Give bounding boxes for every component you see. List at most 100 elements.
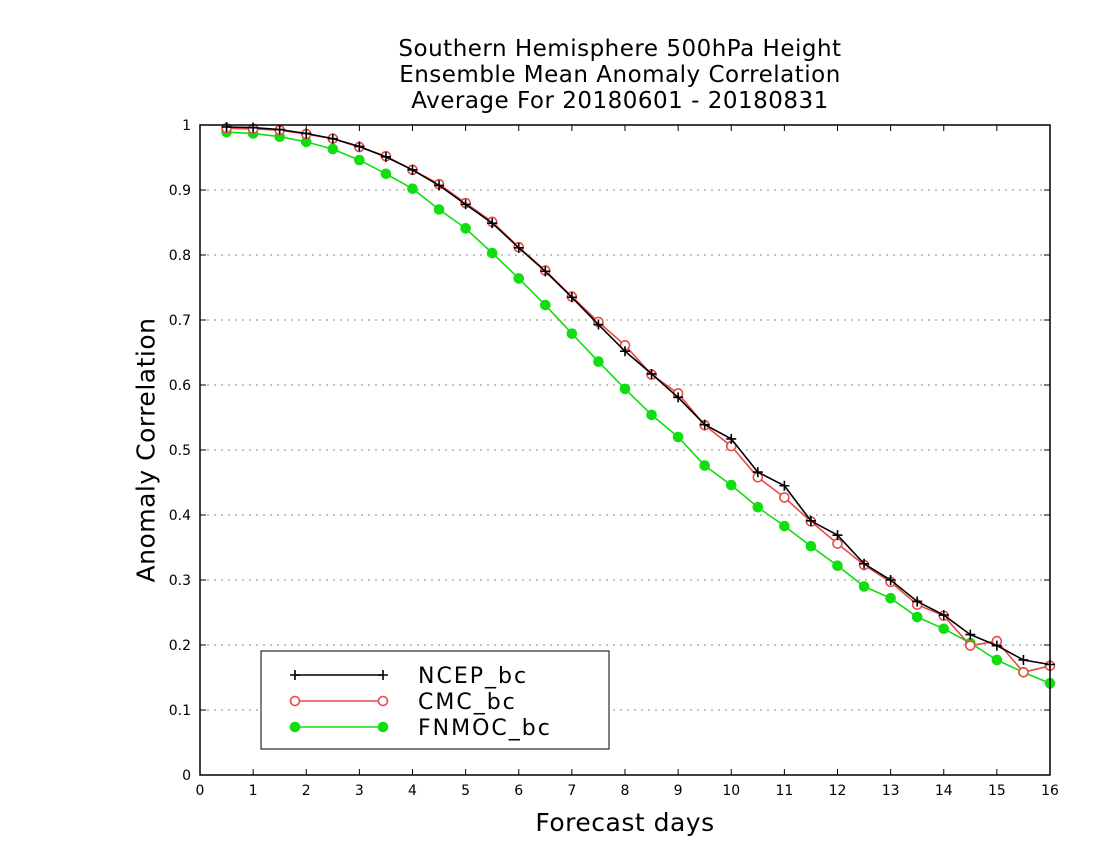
data-point-fnmoc-bc <box>885 592 896 604</box>
data-point-ncep-bc <box>832 530 843 541</box>
x-tick-label: 10 <box>722 783 740 799</box>
data-point-fnmoc-bc <box>513 273 525 284</box>
legend-label-ncep-bc: NCEP_bc <box>418 664 528 689</box>
legend-marker-fnmoc-bc <box>289 721 301 733</box>
data-point-ncep-bc <box>726 433 737 444</box>
data-point-ncep-bc <box>938 610 949 621</box>
x-tick-label: 11 <box>775 783 793 799</box>
x-tick-label: 1 <box>249 783 258 799</box>
grid-lines <box>200 189 1050 711</box>
x-tick-label: 3 <box>355 783 364 799</box>
data-point-ncep-bc <box>274 124 285 135</box>
data-point-fnmoc-bc <box>725 479 737 491</box>
data-point-cmc-bc <box>1018 666 1029 678</box>
data-point-fnmoc-bc <box>646 409 657 421</box>
data-point-ncep-bc <box>620 346 630 357</box>
data-point-ncep-bc <box>460 199 471 210</box>
axis-ticks: 00.10.20.30.40.50.60.70.80.910 1 2 3 4 5 6 7 8 9 1… <box>169 118 1059 799</box>
y-tick-label: 0.8 <box>169 248 191 264</box>
y-tick-label: 0.7 <box>169 313 191 329</box>
data-point-fnmoc-bc <box>832 560 843 572</box>
data-point-ncep-bc <box>752 467 763 478</box>
data-point-ncep-bc <box>779 480 790 491</box>
data-point-fnmoc-bc <box>593 356 604 367</box>
x-tick-label: 5 <box>461 783 470 799</box>
data-point-fnmoc-bc <box>699 460 710 471</box>
x-tick-label: 4 <box>408 783 417 799</box>
x-tick-label: 6 <box>514 783 523 799</box>
chart-series <box>221 121 1056 689</box>
data-point-ncep-bc <box>434 180 445 191</box>
y-tick-label: 0.6 <box>169 378 191 394</box>
data-point-fnmoc-bc <box>752 501 764 513</box>
y-tick-label: 0.5 <box>169 443 191 459</box>
series-line-fnmoc-bc <box>226 131 1051 685</box>
data-point-ncep-bc <box>354 141 365 152</box>
x-tick-label: 13 <box>882 783 900 799</box>
x-tick-label: 16 <box>1041 783 1059 799</box>
legend-marker-ncep-bc <box>378 670 388 680</box>
data-point-fnmoc-bc <box>354 154 365 166</box>
legend-label-cmc-bc: CMC_bc <box>418 690 517 715</box>
data-point-fnmoc-bc <box>619 383 631 395</box>
data-point-fnmoc-bc <box>380 168 392 180</box>
data-point-fnmoc-bc <box>460 223 471 234</box>
data-point-fnmoc-bc <box>433 204 445 215</box>
data-point-ncep-bc <box>885 575 896 585</box>
y-tick-label: 0 <box>182 768 191 784</box>
data-point-fnmoc-bc <box>911 611 923 623</box>
data-point-fnmoc-bc <box>486 247 498 259</box>
data-point-ncep-bc <box>859 558 870 569</box>
legend-label-fnmoc-bc: FNMOC_bc <box>418 716 552 741</box>
data-point-cmc-bc <box>832 538 843 549</box>
series-line-ncep-bc <box>226 126 1051 666</box>
data-point-cmc-bc <box>965 640 976 651</box>
data-point-ncep-bc <box>593 319 604 330</box>
y-tick-label: 0.2 <box>169 638 191 654</box>
data-point-cmc-bc <box>779 492 790 503</box>
data-point-ncep-bc <box>487 218 498 229</box>
chart-title-line-2: Ensemble Mean Anomaly Correlation <box>399 62 841 88</box>
data-point-ncep-bc <box>805 515 816 526</box>
legend-marker-ncep-bc <box>290 670 300 680</box>
x-tick-label: 15 <box>988 783 1006 799</box>
x-tick-label: 12 <box>829 783 847 799</box>
y-tick-label: 0.3 <box>169 573 191 589</box>
data-point-fnmoc-bc <box>779 520 790 532</box>
data-point-fnmoc-bc <box>672 431 684 443</box>
data-point-ncep-bc <box>221 121 232 132</box>
x-tick-label: 9 <box>674 783 683 799</box>
y-tick-label: 1 <box>182 118 191 134</box>
data-point-ncep-bc <box>540 266 551 277</box>
data-point-fnmoc-bc <box>991 654 1003 666</box>
data-point-ncep-bc <box>327 133 338 144</box>
data-point-ncep-bc <box>965 629 976 640</box>
data-point-fnmoc-bc <box>540 299 551 311</box>
x-axis-label: Forecast days <box>535 808 715 837</box>
y-tick-label: 0.1 <box>169 703 191 719</box>
legend-marker-cmc-bc <box>377 695 389 707</box>
x-tick-label: 7 <box>567 783 576 799</box>
data-point-ncep-bc <box>380 151 391 162</box>
data-point-ncep-bc <box>991 640 1002 651</box>
legend-marker-cmc-bc <box>289 695 301 707</box>
legend-marker-fnmoc-bc <box>377 721 389 733</box>
data-point-ncep-bc <box>566 292 577 303</box>
data-point-fnmoc-bc <box>858 581 870 592</box>
y-axis-label: Anomaly Correlation <box>131 317 161 583</box>
data-point-fnmoc-bc <box>327 143 339 155</box>
series-cmc-bc <box>221 122 1056 678</box>
x-tick-label: 2 <box>302 783 311 799</box>
series-ncep-bc <box>221 121 1055 670</box>
chart-title-line-1: Southern Hemisphere 500hPa Height <box>398 36 842 62</box>
x-tick-label: 0 <box>196 783 205 799</box>
data-point-fnmoc-bc <box>938 623 950 635</box>
x-tick-label: 8 <box>621 783 630 799</box>
data-point-ncep-bc <box>673 392 684 403</box>
y-tick-label: 0.9 <box>169 183 191 199</box>
data-point-ncep-bc <box>1018 654 1029 665</box>
y-tick-label: 0.4 <box>169 508 191 524</box>
x-tick-label: 14 <box>935 783 953 799</box>
